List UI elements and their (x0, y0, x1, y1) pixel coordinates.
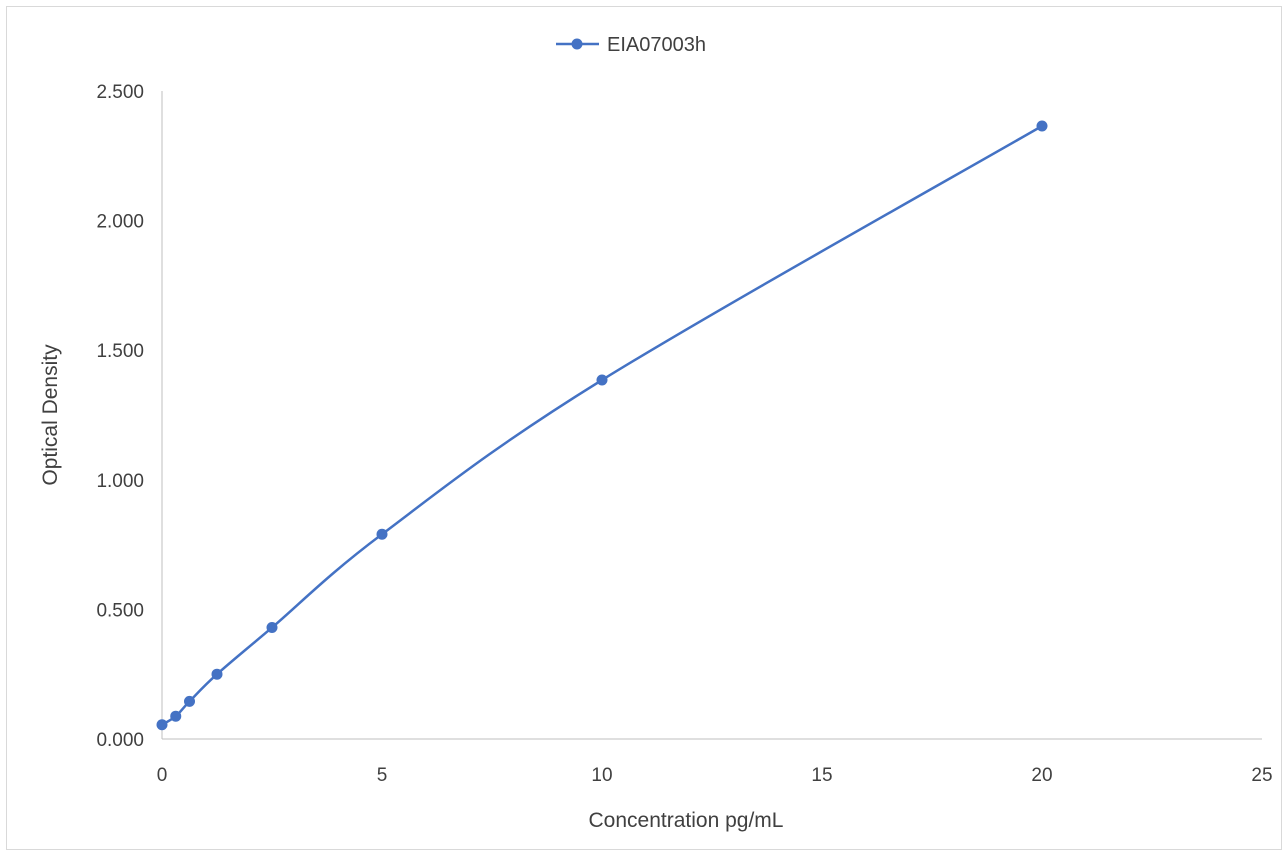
data-point (184, 695, 195, 707)
series-line (161, 124, 1043, 726)
data-point (376, 528, 388, 540)
y-tick-label: 1.000 (96, 471, 144, 492)
legend-dot-marker (571, 38, 583, 50)
y-tick-label: 0.000 (96, 730, 144, 751)
data-point (211, 668, 223, 680)
data-point (266, 622, 278, 634)
x-tick-label: 15 (811, 765, 832, 786)
data-point (596, 374, 608, 386)
x-tick-label: 25 (1251, 765, 1272, 786)
x-tick-label: 0 (157, 765, 168, 786)
x-tick-label: 20 (1031, 765, 1052, 786)
data-point (170, 710, 182, 722)
data-point (156, 719, 168, 731)
x-tick-label: 5 (377, 765, 388, 786)
y-axis-title: Optical Density (39, 344, 62, 486)
y-tick-label: 0.500 (96, 600, 144, 621)
x-tick-label: 10 (591, 765, 612, 786)
legend-label: EIA07003h (607, 34, 706, 56)
data-point (1036, 120, 1048, 132)
y-tick-label: 2.500 (96, 82, 144, 103)
y-tick-label: 1.500 (96, 341, 144, 362)
chart-frame (6, 6, 1282, 850)
x-axis-title: Concentration pg/mL (589, 809, 784, 832)
y-tick-label: 2.000 (96, 212, 144, 233)
